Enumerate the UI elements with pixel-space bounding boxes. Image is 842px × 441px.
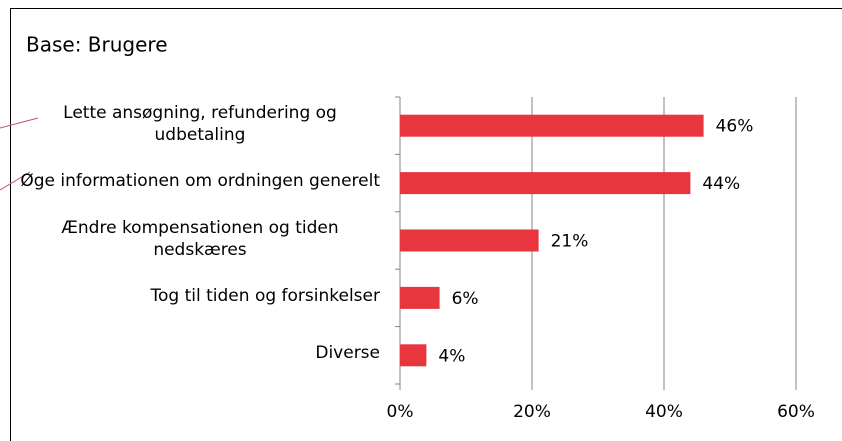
- category-label: Lette ansøgning, refundering og udbetali…: [63, 102, 337, 145]
- bar: [400, 172, 691, 195]
- x-tick-label: 60%: [777, 402, 815, 422]
- category-label: Diverse: [315, 343, 380, 364]
- bar: [400, 229, 539, 252]
- connector: [0, 171, 31, 191]
- x-tick-label: 20%: [513, 402, 551, 422]
- value-label: 4%: [438, 346, 465, 366]
- value-label: 6%: [452, 289, 479, 309]
- x-tick-label: 0%: [387, 402, 414, 422]
- value-label: 46%: [716, 117, 754, 137]
- category-label: Tog til tiden og forsinkelser: [150, 285, 380, 306]
- frame: [10, 8, 842, 441]
- category-label: Øge informationen om ordningen generelt: [20, 171, 380, 192]
- value-label: 44%: [702, 174, 740, 194]
- category-label-box: Lette ansøgning, refundering og udbetali…: [20, 102, 380, 146]
- bar: [400, 344, 427, 367]
- category-label-box: Tog til tiden og forsinkelser: [20, 285, 380, 307]
- bar: [400, 286, 440, 309]
- category-label-box: Diverse: [20, 342, 380, 364]
- value-label: 21%: [551, 232, 589, 252]
- category-label-box: Ændre kompensationen og tiden nedskæres: [20, 217, 380, 261]
- connector: [0, 117, 39, 129]
- bar: [400, 114, 704, 137]
- category-label: Ændre kompensationen og tiden nedskæres: [61, 217, 339, 260]
- chart-title: Base: Brugere: [26, 33, 168, 57]
- x-tick-label: 40%: [645, 402, 683, 422]
- category-label-box: Øge informationen om ordningen generelt: [20, 170, 380, 192]
